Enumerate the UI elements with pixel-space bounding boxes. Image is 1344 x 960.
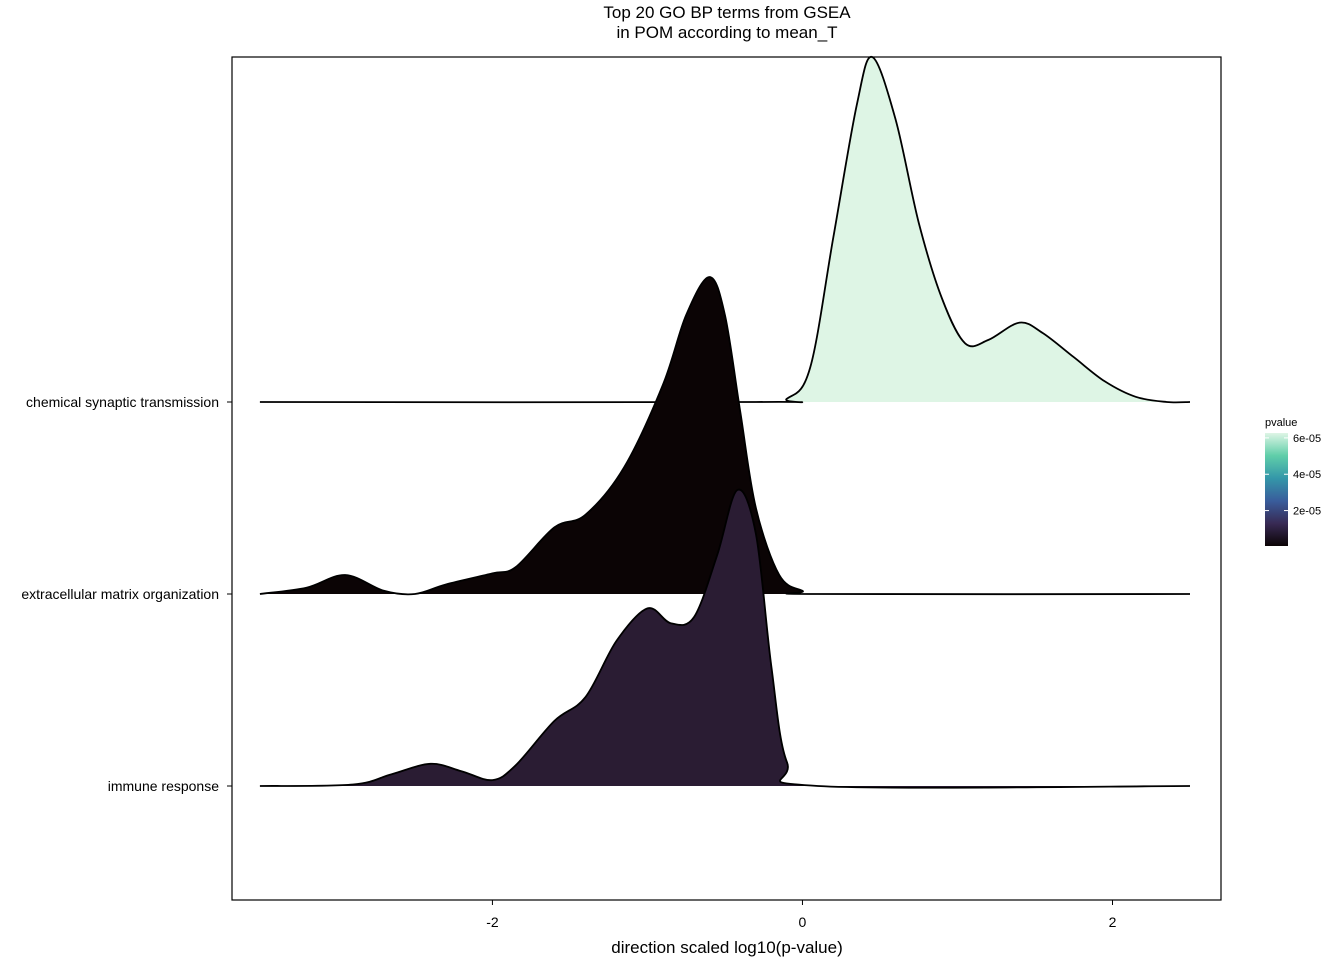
ridge-fill-extracellular-matrix-organization (259, 277, 1190, 595)
y-tick-label: immune response (108, 778, 219, 794)
y-tick-label: chemical synaptic transmission (26, 394, 219, 410)
ridges-layer (259, 56, 1191, 789)
chart-title-line-1: Top 20 GO BP terms from GSEA (603, 3, 851, 22)
x-axis-label: direction scaled log10(p-value) (611, 938, 843, 957)
legend-title: pvalue (1265, 417, 1297, 429)
y-tick-label: extracellular matrix organization (21, 586, 219, 602)
y-axis: immune response extracellular matrix orga… (21, 394, 232, 794)
ridge-line-extracellular-matrix-organization (259, 276, 1191, 596)
legend: pvalue 2e-05 4e-05 6e-05 (1265, 417, 1321, 546)
legend-colorbar (1265, 433, 1288, 546)
ridge-fill-immune-response (259, 489, 1190, 788)
ridge-line-immune-response (259, 488, 1191, 789)
legend-tick-label: 2e-05 (1293, 506, 1321, 518)
x-tick-label: -2 (486, 914, 499, 930)
legend-tick-label: 4e-05 (1293, 469, 1321, 481)
chart-title-line-2: in POM according to mean_T (616, 23, 837, 42)
plot-panel-border (231, 56, 1222, 901)
x-axis: -2 0 2 (486, 900, 1117, 930)
x-tick-label: 0 (799, 914, 807, 930)
x-tick-label: 2 (1109, 914, 1117, 930)
legend-tick-label: 6e-05 (1293, 433, 1321, 445)
ridge-line-chemical-synaptic-transmission (259, 56, 1191, 404)
